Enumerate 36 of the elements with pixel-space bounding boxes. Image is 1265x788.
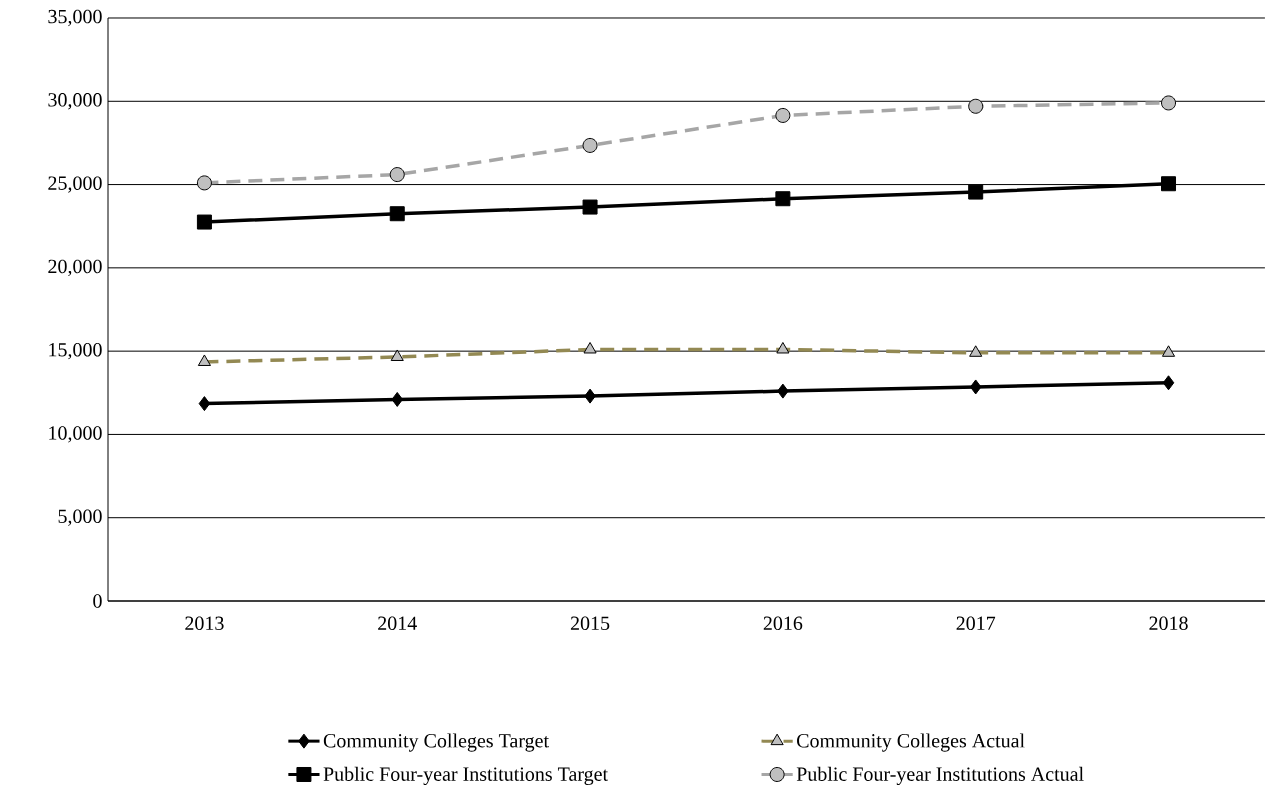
y-tick-label: 35,000 xyxy=(48,9,102,27)
y-tick-label: 0 xyxy=(93,594,102,608)
legend-label: Community Colleges Target xyxy=(323,733,549,752)
point xyxy=(389,206,405,222)
point xyxy=(391,391,403,407)
x-tick-label: 2016 xyxy=(763,616,803,631)
point xyxy=(1161,95,1177,111)
point xyxy=(968,98,984,114)
y-tick-label: 20,000 xyxy=(48,259,102,277)
point xyxy=(775,107,791,123)
point xyxy=(775,191,791,207)
x-tick-label: 2017 xyxy=(956,616,996,631)
y-tick-label: 10,000 xyxy=(49,426,102,443)
legend-label: Public Four-year Institutions Actual xyxy=(796,766,1084,785)
point xyxy=(969,379,982,395)
x-tick-label: 2015 xyxy=(570,616,610,631)
y-tick-label: 5,000 xyxy=(58,509,102,526)
point xyxy=(196,214,212,230)
point xyxy=(777,383,789,399)
point xyxy=(582,199,598,215)
y-tick-label: 25,000 xyxy=(48,176,102,193)
x-tick-label: 2018 xyxy=(1149,616,1188,631)
point xyxy=(584,388,596,404)
point xyxy=(582,137,598,153)
legend-label: Public Four-year Institutions Target xyxy=(323,766,608,785)
point xyxy=(198,396,211,412)
point xyxy=(1161,176,1177,192)
point xyxy=(196,175,212,191)
x-tick-label: 2014 xyxy=(378,616,417,631)
legend-label: Community Colleges Actual xyxy=(797,733,1025,752)
point xyxy=(968,184,984,200)
point xyxy=(389,167,405,183)
point xyxy=(1162,375,1175,391)
y-tick-label: 30,000 xyxy=(48,93,102,110)
y-tick-label: 15,000 xyxy=(49,342,102,360)
x-tick-label: 2013 xyxy=(185,616,224,631)
